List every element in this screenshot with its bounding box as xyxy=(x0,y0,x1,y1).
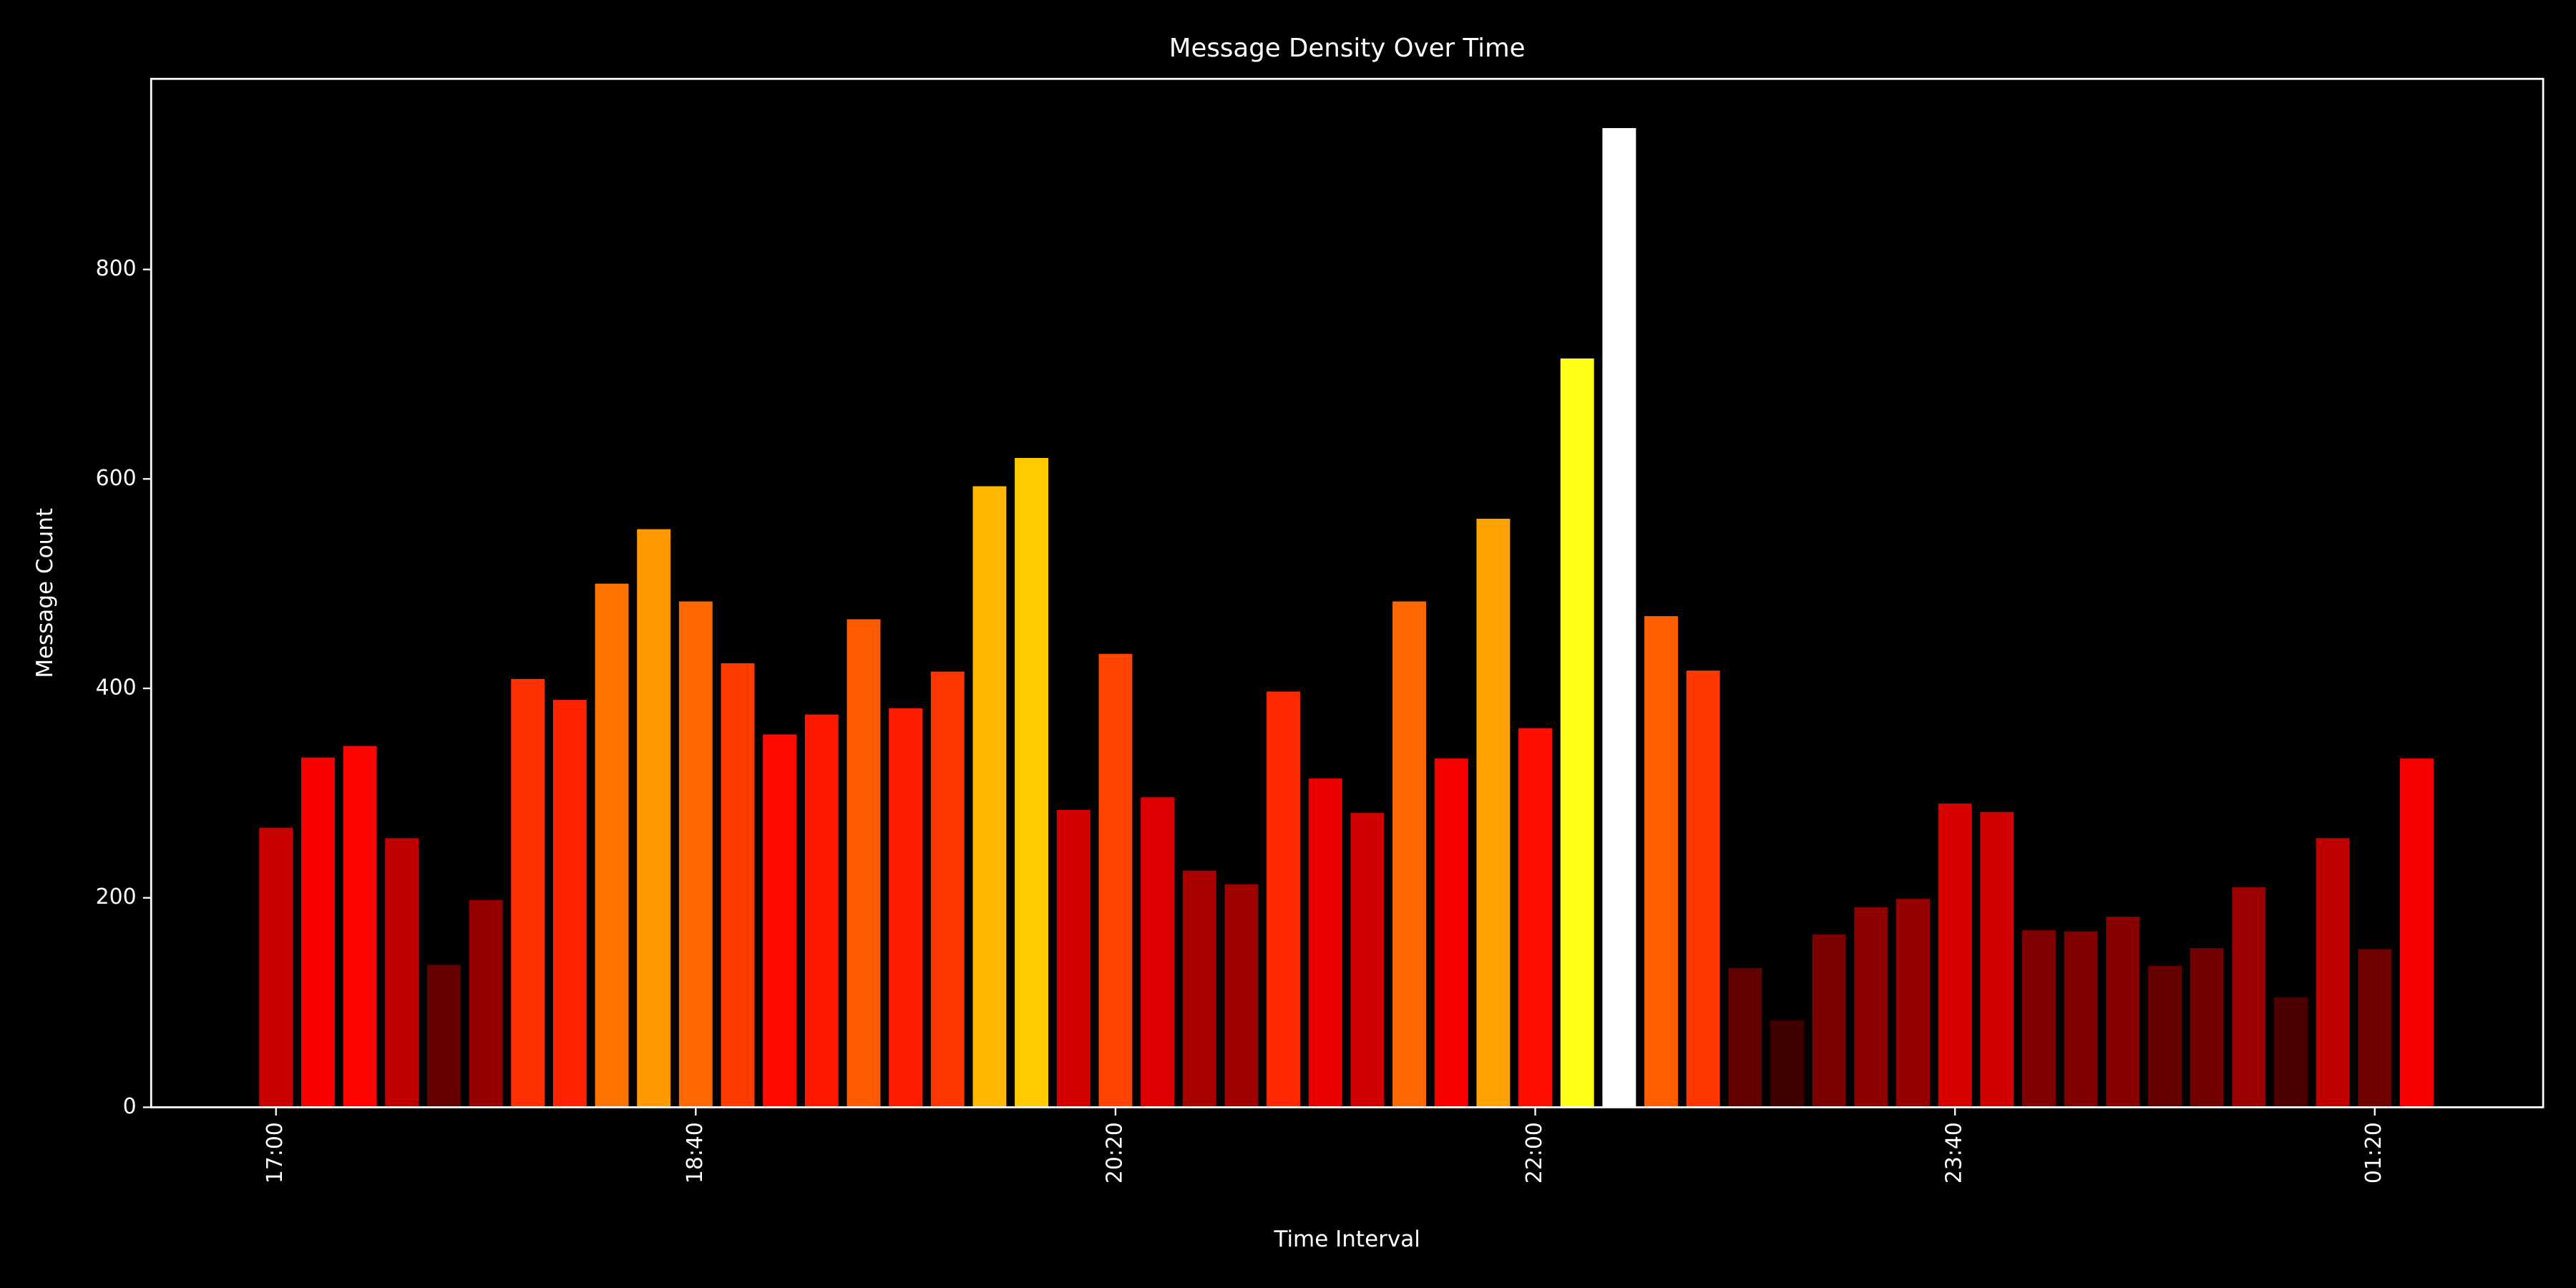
y-axis-label: Message Count xyxy=(32,508,58,678)
bar xyxy=(972,486,1007,1108)
bar xyxy=(595,583,629,1108)
x-tick-label: 20:20 xyxy=(1102,1122,1127,1184)
bar xyxy=(1476,518,1511,1108)
bar xyxy=(763,734,797,1108)
bar xyxy=(1434,758,1468,1108)
bar xyxy=(1686,670,1720,1108)
x-tick-label: 18:40 xyxy=(683,1122,708,1184)
bar xyxy=(552,700,587,1108)
chart-title: Message Density Over Time xyxy=(1169,34,1526,63)
bar xyxy=(1308,778,1342,1108)
bar xyxy=(2232,887,2266,1108)
bar xyxy=(2064,931,2098,1108)
x-tick-label: 01:20 xyxy=(2361,1122,2386,1184)
bar xyxy=(1015,458,1049,1108)
bar xyxy=(1644,616,1678,1108)
bar xyxy=(804,714,839,1108)
bar xyxy=(1350,813,1385,1108)
bar xyxy=(1267,691,1301,1108)
bar xyxy=(2022,930,2056,1108)
bar xyxy=(2273,997,2308,1108)
bar xyxy=(385,838,419,1108)
y-tick-label: 400 xyxy=(96,675,137,701)
bar xyxy=(721,663,755,1108)
bar xyxy=(1770,1020,1804,1108)
bar xyxy=(1938,804,1972,1108)
bar xyxy=(2358,949,2392,1108)
bar xyxy=(1098,653,1133,1108)
bar xyxy=(343,746,377,1108)
bar xyxy=(1980,811,2014,1108)
plot-area: 0 200 400 600 800 17:00 18:40 20:20 22:00 23:40 01… xyxy=(96,127,2434,1184)
bar xyxy=(1602,127,1636,1108)
bar xyxy=(1854,907,1888,1108)
x-tick-label: 23:40 xyxy=(1942,1122,1967,1184)
y-tick-label: 200 xyxy=(96,884,137,909)
bar xyxy=(1728,967,1762,1108)
bar xyxy=(469,899,503,1108)
bar xyxy=(1896,899,1930,1108)
bar xyxy=(2399,758,2434,1108)
bar xyxy=(1560,358,1594,1108)
bar xyxy=(637,529,671,1108)
bar xyxy=(2106,917,2140,1108)
x-axis-label: Time Interval xyxy=(1273,1226,1420,1252)
bar xyxy=(1812,934,1846,1108)
x-tick-label: 22:00 xyxy=(1522,1122,1547,1184)
bar xyxy=(1392,601,1427,1108)
bar xyxy=(847,619,881,1108)
bar xyxy=(1056,809,1091,1108)
y-tick-label: 0 xyxy=(123,1094,137,1119)
axes-frame xyxy=(150,77,2545,1108)
bar xyxy=(2190,947,2224,1108)
bar xyxy=(1182,870,1216,1108)
bar xyxy=(1518,728,1552,1108)
bar xyxy=(2147,965,2182,1108)
bar xyxy=(889,708,923,1108)
bar xyxy=(930,671,965,1108)
bar xyxy=(511,678,545,1108)
y-tick-label: 800 xyxy=(96,256,137,281)
bar xyxy=(301,757,335,1108)
bar xyxy=(678,601,713,1108)
bar xyxy=(2316,838,2350,1108)
y-tick-label: 600 xyxy=(96,466,137,491)
bar xyxy=(1141,797,1175,1108)
bar xyxy=(259,827,293,1108)
x-tick-label: 17:00 xyxy=(263,1122,288,1184)
bar xyxy=(426,965,461,1108)
bar xyxy=(1224,884,1259,1108)
